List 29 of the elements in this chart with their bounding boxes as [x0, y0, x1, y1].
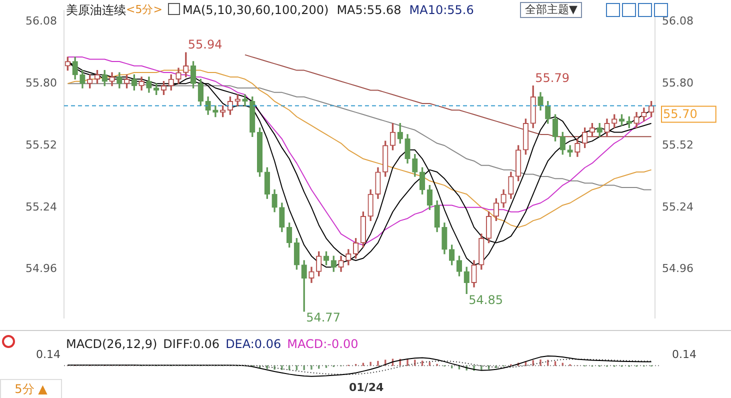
y2-tick-label: 54.96 [662, 262, 694, 276]
annotation: 54.77 [306, 310, 340, 324]
y-tick-label: 55.80 [26, 76, 57, 90]
text: MACD:-0.00 [287, 337, 358, 351]
annotation: MA10:55.6 [409, 3, 474, 17]
annotation: 55.94 [188, 38, 222, 52]
y-tick-label: 54.96 [26, 262, 57, 276]
annotation: MA5:55.68 [336, 3, 402, 17]
text: DEA:0.06 [226, 337, 282, 351]
ref-line-label: 55.70 [663, 106, 698, 121]
chart-title: 美原油连续 [66, 3, 126, 17]
y-tick-label: 55.24 [26, 200, 57, 214]
annotation: MA(5,10,30,60,100,200) [182, 3, 329, 17]
text: MACD(26,12,9) [66, 337, 158, 351]
annotation: 54.85 [468, 292, 503, 307]
y2-tick-label: 55.24 [662, 200, 694, 214]
text: DIFF:0.06 [163, 337, 220, 351]
text: 0.14 [36, 348, 60, 362]
text: 01/24 [349, 381, 384, 395]
annotation: 55.79 [535, 70, 570, 85]
y-tick-label: 55.52 [26, 138, 57, 152]
y2-tick-label: 56.08 [662, 14, 694, 28]
annotation: 全部主题▼ [520, 2, 582, 18]
text: 0.14 [672, 348, 696, 361]
y2-tick-label: 55.80 [662, 76, 694, 90]
y-tick-label: 56.08 [26, 14, 57, 28]
y2-tick-label: 55.52 [662, 138, 694, 152]
text: 5分 ▲ [0, 379, 62, 398]
chart-subtitle: <5分> [126, 3, 162, 17]
